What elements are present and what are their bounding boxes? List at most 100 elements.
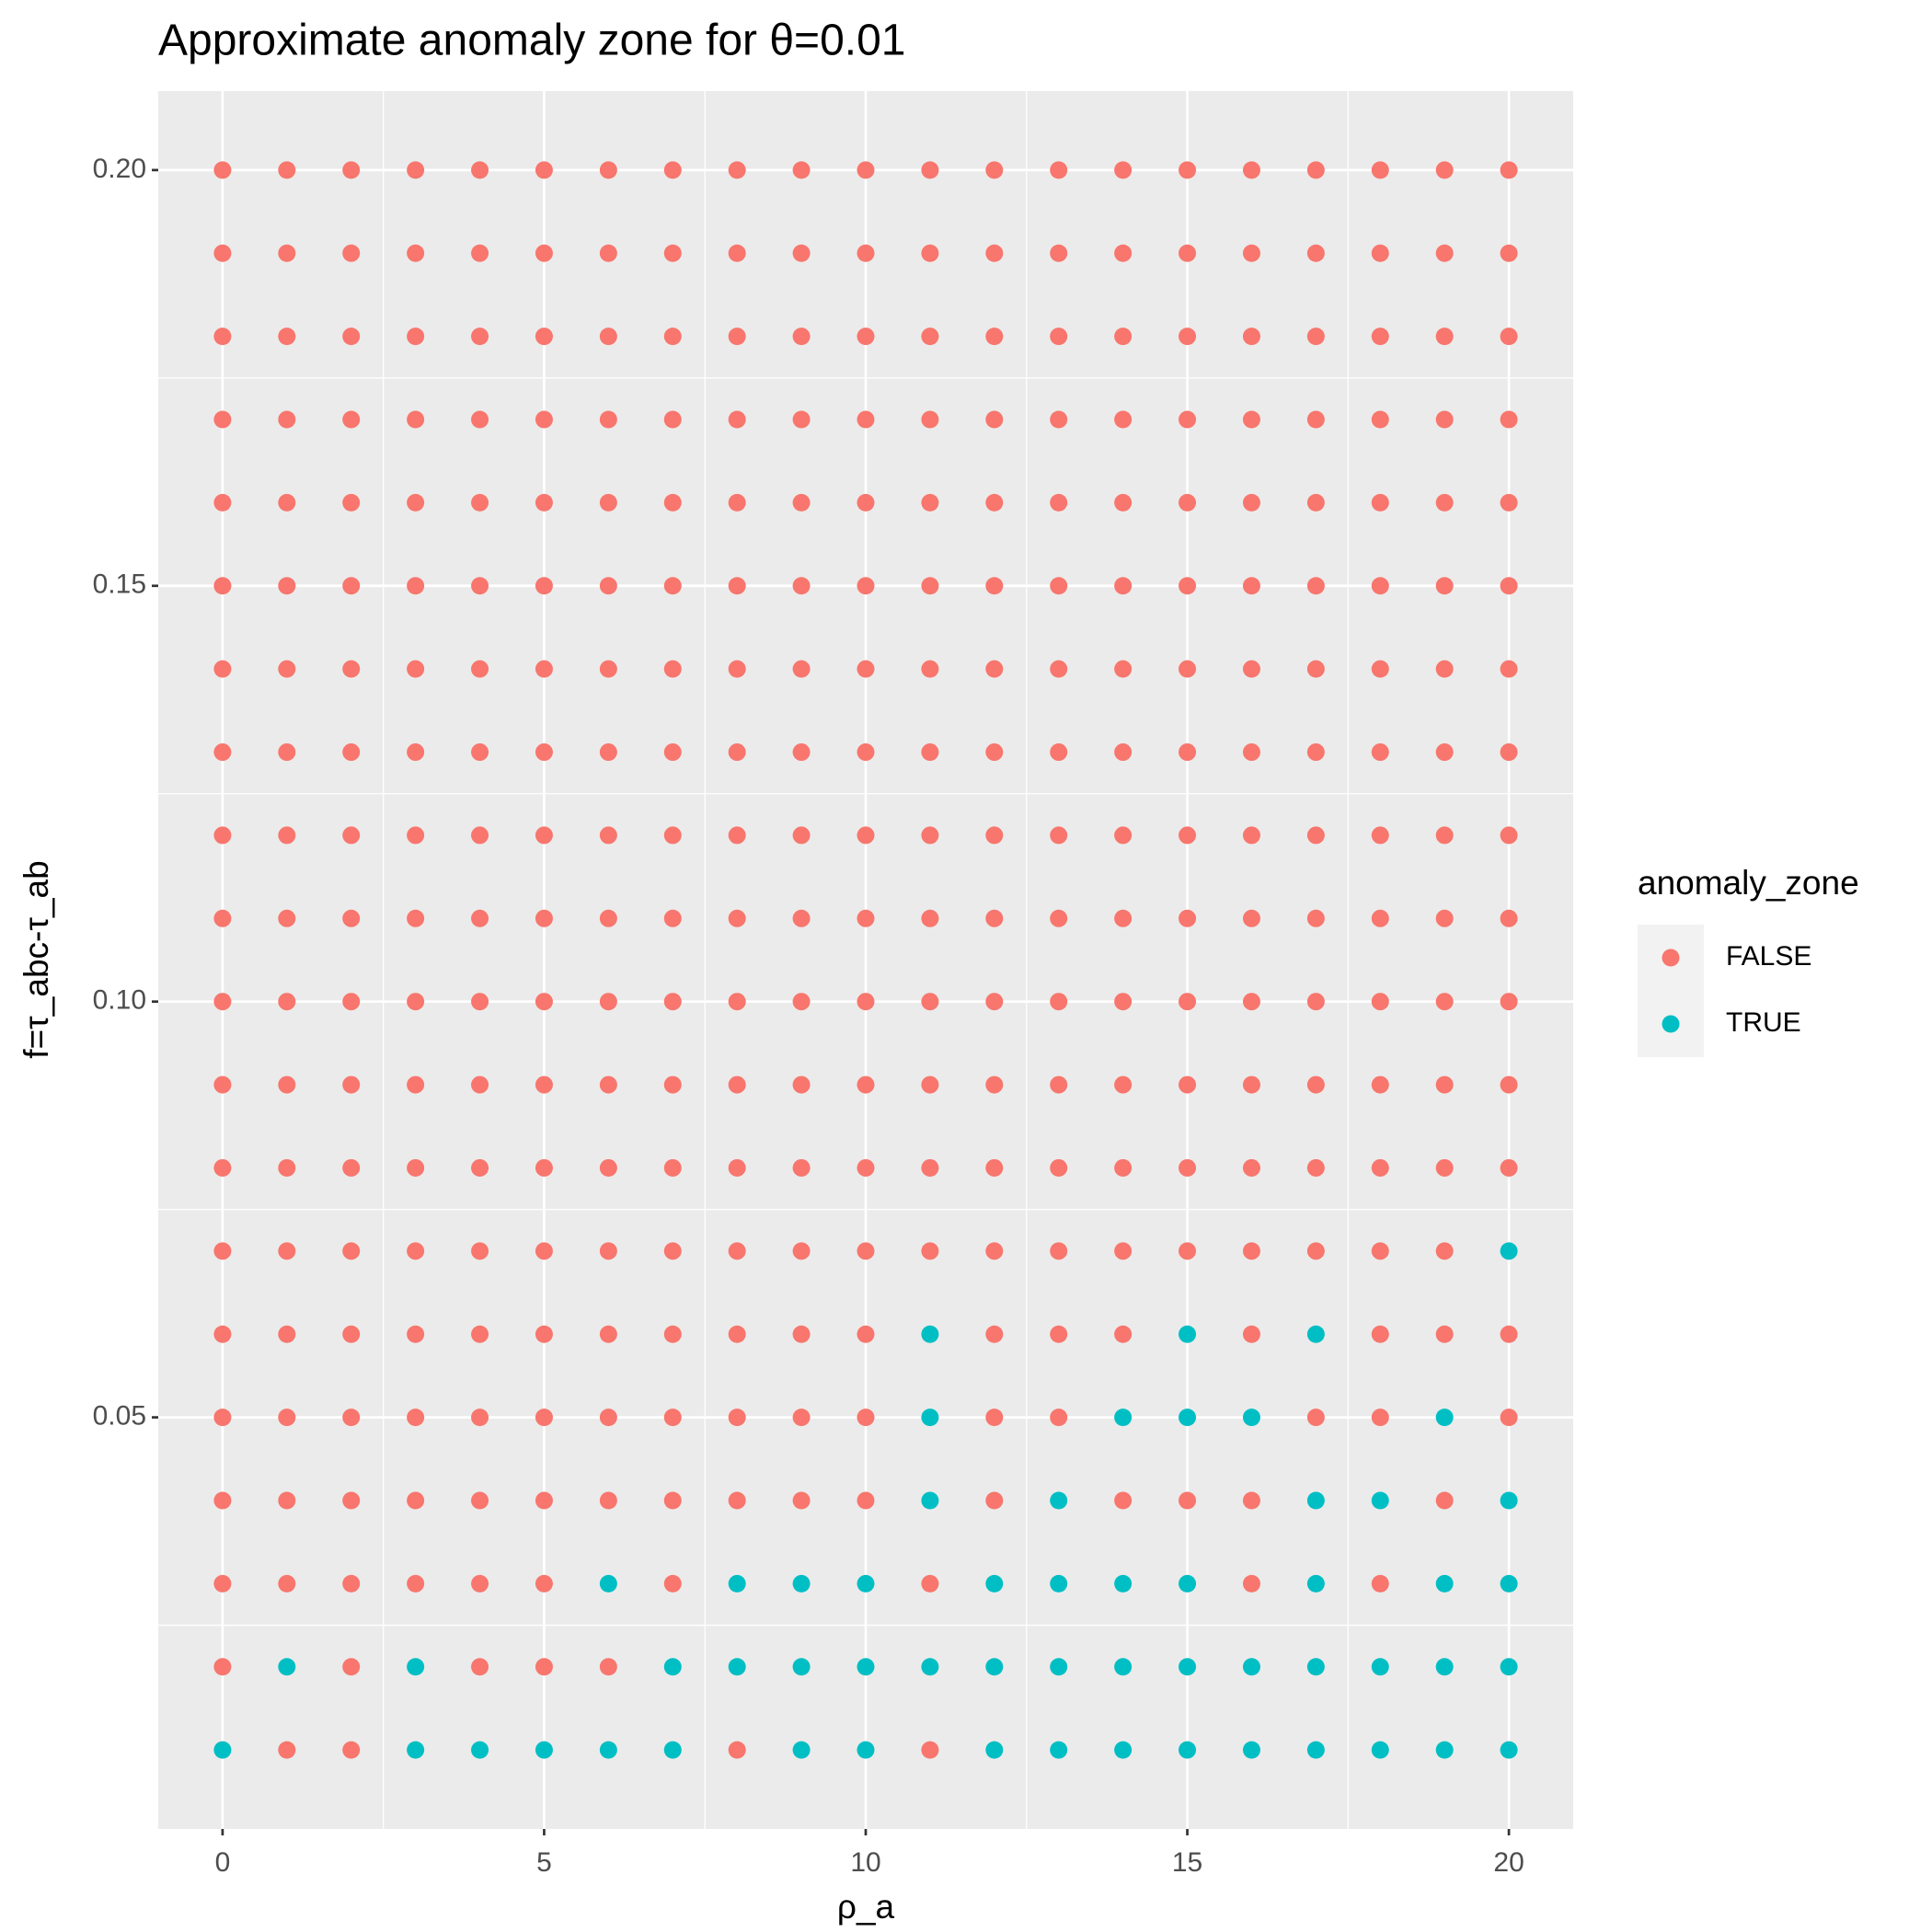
point	[213, 577, 232, 595]
point	[1242, 1409, 1260, 1427]
point	[535, 1491, 553, 1510]
point	[535, 1574, 553, 1593]
point	[728, 328, 746, 346]
point	[1500, 743, 1518, 762]
point	[728, 161, 746, 179]
point	[1050, 826, 1068, 845]
point	[663, 1075, 682, 1094]
point	[985, 244, 1004, 262]
point	[728, 577, 746, 595]
point	[213, 328, 232, 346]
point	[1306, 1242, 1325, 1260]
point	[1179, 1741, 1197, 1759]
point	[921, 1491, 939, 1510]
point	[792, 1325, 811, 1343]
point	[1435, 660, 1454, 678]
point	[1242, 1741, 1260, 1759]
point	[407, 1075, 425, 1094]
point	[1179, 161, 1197, 179]
x-axis-title: ρ_a	[837, 1888, 895, 1926]
point	[599, 743, 617, 762]
point	[278, 909, 296, 927]
point	[1500, 161, 1518, 179]
point	[1371, 743, 1389, 762]
point	[471, 1491, 489, 1510]
point	[1242, 244, 1260, 262]
point	[792, 244, 811, 262]
point	[1242, 826, 1260, 845]
point	[728, 493, 746, 512]
point	[1435, 1242, 1454, 1260]
point	[1114, 1242, 1133, 1260]
point	[535, 660, 553, 678]
point	[535, 1158, 553, 1177]
point	[663, 743, 682, 762]
point	[1242, 493, 1260, 512]
point	[728, 1158, 746, 1177]
point	[728, 1741, 746, 1759]
point	[857, 1658, 875, 1676]
point	[792, 1574, 811, 1593]
point	[1114, 1741, 1133, 1759]
point	[1435, 909, 1454, 927]
point	[342, 1075, 361, 1094]
point	[985, 1075, 1004, 1094]
point	[728, 1491, 746, 1510]
point	[1114, 1325, 1133, 1343]
point	[1435, 493, 1454, 512]
point	[985, 1325, 1004, 1343]
y-tick-label: 0.20	[93, 154, 146, 184]
point	[278, 1574, 296, 1593]
point	[1114, 660, 1133, 678]
point	[213, 1491, 232, 1510]
point	[663, 909, 682, 927]
point	[213, 993, 232, 1011]
point	[663, 161, 682, 179]
point	[792, 1491, 811, 1510]
point	[728, 743, 746, 762]
point	[599, 1242, 617, 1260]
point	[1371, 161, 1389, 179]
point	[857, 577, 875, 595]
point	[1114, 244, 1133, 262]
point	[1500, 493, 1518, 512]
point	[1371, 1741, 1389, 1759]
point	[599, 244, 617, 262]
point	[857, 1158, 875, 1177]
point	[471, 909, 489, 927]
point	[407, 410, 425, 429]
point	[278, 493, 296, 512]
point	[1306, 244, 1325, 262]
point	[407, 1491, 425, 1510]
point	[1050, 1158, 1068, 1177]
point	[407, 244, 425, 262]
point	[792, 493, 811, 512]
point	[278, 1325, 296, 1343]
point	[1371, 244, 1389, 262]
point	[1179, 993, 1197, 1011]
point	[663, 1658, 682, 1676]
point	[1371, 1075, 1389, 1094]
point	[792, 328, 811, 346]
point	[213, 909, 232, 927]
point	[1242, 410, 1260, 429]
point	[1242, 577, 1260, 595]
point	[1500, 826, 1518, 845]
point	[1500, 1491, 1518, 1510]
point	[1306, 660, 1325, 678]
chart-title: Approximate anomaly zone for θ=0.01	[158, 17, 905, 65]
y-tick-label: 0.10	[93, 985, 146, 1016]
point	[342, 410, 361, 429]
point	[663, 1409, 682, 1427]
point	[1435, 410, 1454, 429]
point	[1242, 1325, 1260, 1343]
point	[342, 1491, 361, 1510]
point	[278, 328, 296, 346]
point	[663, 1574, 682, 1593]
point	[1306, 410, 1325, 429]
point	[342, 1574, 361, 1593]
point	[1371, 660, 1389, 678]
point	[1435, 161, 1454, 179]
point	[728, 1658, 746, 1676]
